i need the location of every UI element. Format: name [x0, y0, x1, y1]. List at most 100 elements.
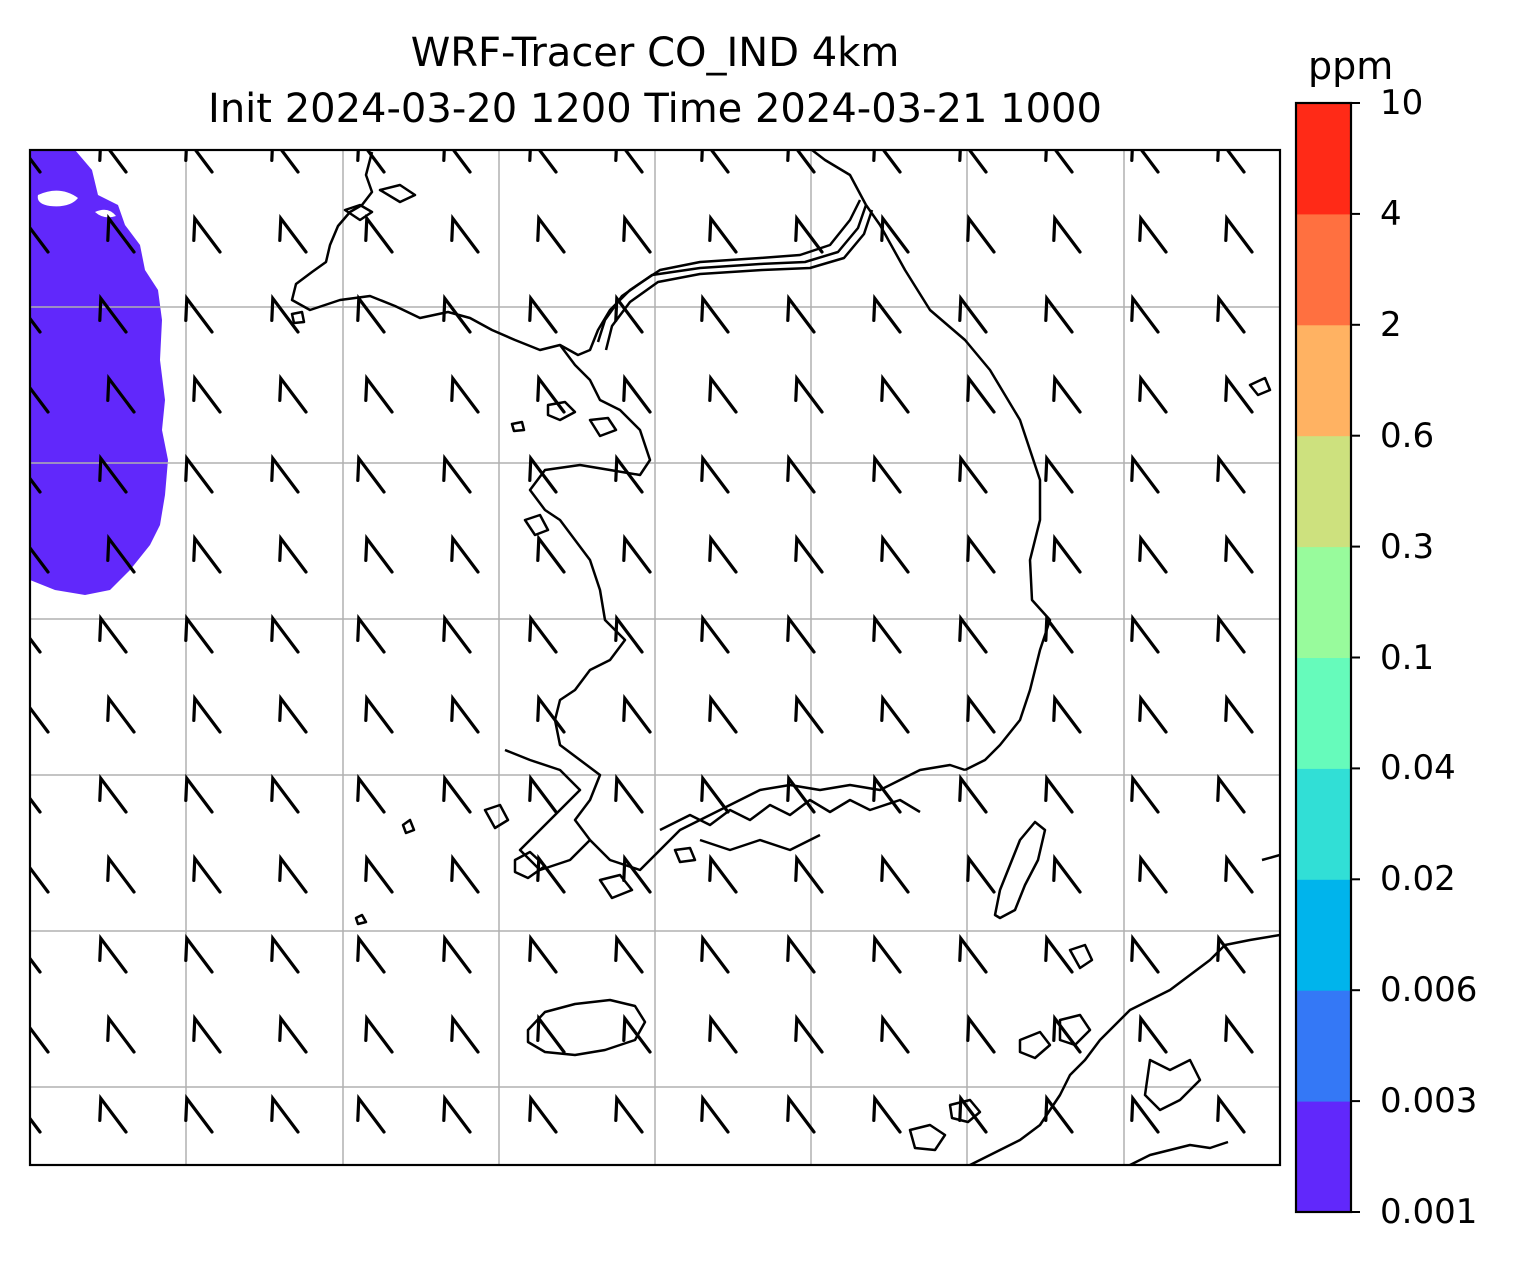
wind-barb [1052, 213, 1082, 254]
wind-barb [536, 693, 566, 734]
wind-barb [442, 150, 472, 174]
wind-barb [880, 853, 910, 894]
wind-barb [30, 705, 50, 734]
wind-barb [278, 373, 308, 414]
map-title-line1: WRF-Tracer CO_IND 4km [410, 30, 900, 76]
wind-barb [528, 933, 558, 974]
wind-barb [700, 1093, 730, 1134]
wind-barb [786, 773, 816, 814]
wind-barb [30, 636, 42, 654]
wind-barb [958, 453, 988, 494]
wind-barb [30, 385, 50, 414]
wind-barb [786, 613, 816, 654]
wind-barb [966, 693, 996, 734]
wind-barb [450, 853, 480, 894]
wind-barb [270, 453, 300, 494]
wind-barb [708, 373, 738, 414]
wind-barb [1138, 533, 1168, 574]
wind-barb [184, 773, 214, 814]
colorbar-level-label: 4 [1380, 193, 1402, 234]
colorbar-level-label: 2 [1380, 304, 1402, 345]
wind-barb [364, 693, 394, 734]
wind-barb [614, 293, 644, 334]
wind-barb [270, 613, 300, 654]
colorbar-segment [1296, 435, 1351, 548]
colorbar-level-label: 10 [1380, 83, 1424, 123]
wind-barb [958, 1093, 988, 1134]
wind-barb [1216, 933, 1246, 974]
wind-barb [356, 453, 386, 494]
wind-barb [536, 373, 566, 414]
colorbar [1296, 103, 1351, 1213]
wind-barb [450, 373, 480, 414]
wind-barb [30, 545, 50, 574]
wind-barb [528, 453, 558, 494]
colorbar-ticks [1351, 102, 1360, 1213]
wind-barb [622, 373, 652, 414]
wind-barb [270, 773, 300, 814]
wind-barb [1216, 293, 1246, 334]
tracer-plume [30, 150, 168, 595]
wind-barb [1052, 533, 1082, 574]
wind-barb [364, 533, 394, 574]
wind-barb [708, 1013, 738, 1054]
wind-barb [958, 293, 988, 334]
colorbar-level-label: 0.003 [1380, 1081, 1478, 1122]
wind-barb [98, 293, 128, 334]
wind-barb [106, 373, 136, 414]
wind-barb [1130, 293, 1160, 334]
wind-barb [442, 773, 472, 814]
wind-barb [700, 150, 730, 174]
wind-barb [1216, 1093, 1246, 1134]
wind-barb [450, 213, 480, 254]
wind-barb [192, 853, 222, 894]
wind-barb [30, 225, 50, 254]
colorbar-level-label: 0.3 [1380, 526, 1435, 567]
wind-barb [536, 533, 566, 574]
coastline-japan [969, 933, 1280, 1165]
wind-barb [192, 693, 222, 734]
wind-barb [966, 533, 996, 574]
wind-barb [106, 853, 136, 894]
wind-barb [966, 853, 996, 894]
wind-barb [98, 773, 128, 814]
wind-barb [1044, 150, 1074, 174]
wind-barb [1044, 933, 1074, 974]
wind-barb [1224, 1013, 1254, 1054]
colorbar-segment [1296, 213, 1351, 326]
wind-barb [442, 453, 472, 494]
wind-barb [442, 293, 472, 334]
colorbar-level-label: 0.001 [1380, 1192, 1478, 1232]
wind-barb [528, 150, 558, 174]
wind-barb [442, 933, 472, 974]
wind-barb [192, 1013, 222, 1054]
wind-barb [708, 853, 738, 894]
wind-barb [880, 533, 910, 574]
wind-barb [700, 773, 730, 814]
wind-barb [356, 150, 386, 174]
wind-barb [450, 693, 480, 734]
wind-barb [184, 150, 214, 174]
wind-barb [786, 933, 816, 974]
wind-barb [794, 373, 824, 414]
wind-barb [536, 1013, 566, 1054]
wind-barb [1138, 853, 1168, 894]
wind-barb [872, 150, 902, 174]
wind-barb [30, 156, 42, 174]
wind-barb [614, 773, 644, 814]
wind-barb [1052, 373, 1082, 414]
tsushima-island [993, 820, 1047, 920]
colorbar-level-label: 0.6 [1380, 415, 1435, 456]
wind-barb [184, 613, 214, 654]
wind-barb [106, 533, 136, 574]
colorbar-level-label: 0.02 [1380, 859, 1456, 900]
wind-barb [98, 453, 128, 494]
wind-barb [106, 213, 136, 254]
wind-barb [708, 213, 738, 254]
wind-barb [98, 613, 128, 654]
wind-barb [1052, 1013, 1082, 1054]
wind-barb [880, 373, 910, 414]
colorbar-segment [1296, 657, 1351, 769]
wind-barb [1044, 293, 1074, 334]
